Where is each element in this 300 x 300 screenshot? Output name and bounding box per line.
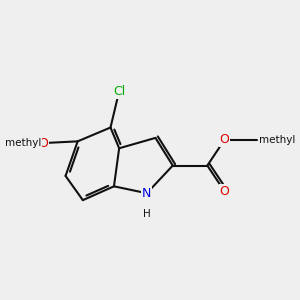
Text: O: O [220, 133, 230, 146]
Text: methyl: methyl [259, 135, 296, 145]
Text: O: O [38, 136, 48, 150]
Text: O: O [220, 185, 230, 198]
Text: Cl: Cl [113, 85, 125, 98]
Text: H: H [143, 209, 151, 219]
Text: N: N [142, 187, 152, 200]
Text: methyl: methyl [5, 138, 41, 148]
